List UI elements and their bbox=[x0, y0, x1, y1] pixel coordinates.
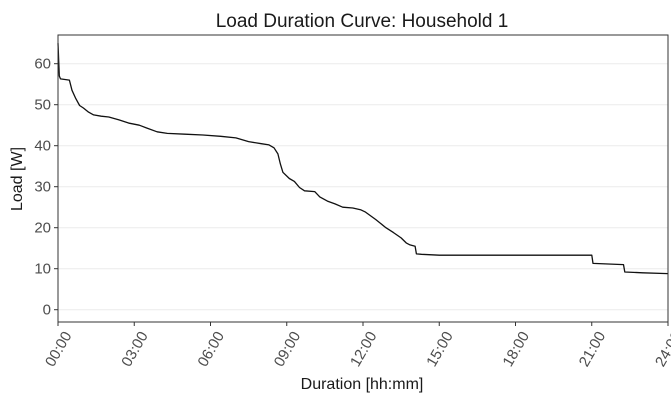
series-layer bbox=[57, 43, 669, 275]
y-tick-label: 50 bbox=[34, 97, 51, 114]
x-tick-label: 03:00 bbox=[118, 329, 151, 370]
x-axis-title: Duration [hh:mm] bbox=[301, 376, 424, 393]
grid-lines bbox=[58, 63, 668, 311]
x-tick-label: 24:00 bbox=[652, 329, 671, 370]
x-tick-label: 06:00 bbox=[194, 329, 227, 370]
y-tick-label: 60 bbox=[34, 56, 51, 73]
load-duration-line bbox=[57, 43, 669, 275]
x-axis: 00:00 03:00 06:00 09:00 12:00 15:00 18:00 21:00… bbox=[42, 322, 671, 370]
x-tick-label: 00:00 bbox=[42, 329, 75, 370]
plot-frame bbox=[57, 34, 669, 323]
chart-title: Load Duration Curve: Household 1 bbox=[216, 11, 509, 32]
y-tick-label: 10 bbox=[34, 261, 51, 278]
x-tick-label: 12:00 bbox=[347, 329, 380, 370]
x-tick-label: 21:00 bbox=[576, 329, 609, 370]
y-tick-label: 30 bbox=[34, 179, 51, 196]
y-axis: 0 10 20 30 40 50 60 bbox=[34, 56, 58, 319]
y-tick-label: 40 bbox=[34, 138, 51, 155]
x-tick-label: 15:00 bbox=[423, 329, 456, 370]
x-tick-label: 09:00 bbox=[271, 329, 304, 370]
x-tick-label: 18:00 bbox=[499, 329, 532, 370]
y-tick-label: 0 bbox=[43, 302, 51, 319]
y-axis-title: Load [W] bbox=[9, 147, 26, 211]
y-tick-label: 20 bbox=[34, 220, 51, 237]
